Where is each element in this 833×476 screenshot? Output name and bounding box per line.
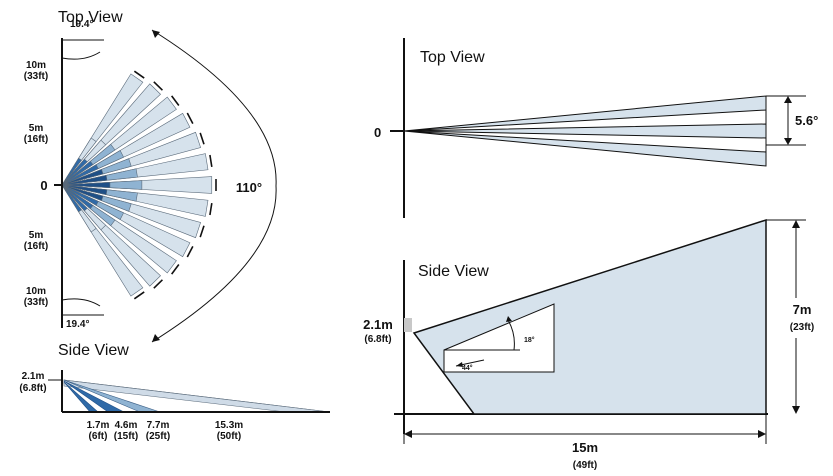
right-side-range-arrow-right (758, 430, 766, 438)
left-top-view-title: Top View (58, 9, 123, 26)
fan-beam-near (61, 184, 104, 201)
right-side-height-label-bg (778, 298, 826, 338)
right-side-height-arrow-down (792, 406, 800, 414)
fan-beam-end-tick (133, 70, 145, 79)
side-dist-1-imperial: (6ft) (89, 431, 108, 442)
coverage-angle-label-bg (232, 179, 266, 195)
edge-angle-top-label: 19.4° (70, 19, 93, 30)
edge-angle-bottom-label: 19.4° (66, 319, 89, 330)
right-side-view: Side View 18° 44° 2.1m (6.8ft) 7m (23ft)… (363, 218, 826, 471)
fan-beam-near (61, 164, 99, 186)
right-side-angle-b: 44° (462, 364, 473, 372)
right-side-range-metric: 15m (572, 440, 598, 455)
right-side-angle-inset (443, 303, 555, 373)
left-top-view: Top View 10m (33ft) 5m (16ft) 0 5m (16ft… (24, 9, 277, 343)
side-height-imperial: (6.8ft) (19, 383, 46, 394)
right-side-angle-a: 18° (524, 336, 535, 344)
right-side-range-arrow-left (404, 430, 412, 438)
coverage-angle-label: 110° (236, 180, 262, 195)
right-side-inset-arc-a (507, 319, 515, 351)
right-side-inset-arrow-b (456, 362, 463, 367)
fan-beam-end-tick (153, 81, 163, 91)
y-label-top-10m: 10m (26, 60, 46, 71)
y-label-bottom-33ft: (33ft) (24, 297, 48, 308)
fan-beams (61, 70, 217, 300)
side-dist-1-metric: 1.7m (87, 420, 110, 431)
fan-beam-end-tick (171, 264, 180, 275)
edge-angle-top-arc (61, 51, 101, 60)
fan-beam-near (61, 184, 99, 206)
y-label-bottom-16ft: (16ft) (24, 241, 48, 252)
fan-beam-near (61, 169, 104, 186)
coverage-arc-arrow-top (152, 30, 160, 38)
right-top-origin-label: 0 (374, 125, 381, 140)
y-label-bottom-5m: 5m (29, 230, 44, 241)
y-label-top-33ft: (33ft) (24, 71, 48, 82)
coverage-arc-arrow-bottom (152, 334, 160, 342)
y-label-bottom-10m: 10m (26, 286, 46, 297)
side-dist-3-metric: 7.7m (147, 420, 170, 431)
right-top-view: Top View 0 5.6° (374, 38, 830, 218)
fan-beam-end-tick (199, 225, 205, 238)
y-label-top-5m: 5m (29, 123, 44, 134)
left-side-view: Side View 2.1m (6.8ft) 1.7m (6ft) 4.6m (… (19, 342, 331, 442)
fan-beam-near (61, 174, 108, 186)
coverage-angle-arc (151, 29, 277, 343)
fan-beam-end-tick (199, 132, 205, 145)
right-side-range-imperial: (49ft) (573, 460, 597, 471)
fan-beam-near (61, 184, 88, 212)
fan-beam-near (61, 160, 94, 186)
right-side-coverage (412, 218, 767, 415)
right-side-view-title: Side View (418, 263, 489, 280)
y-label-origin: 0 (40, 178, 47, 193)
right-side-mount-metric: 2.1m (363, 317, 393, 332)
fan-beam-near (61, 184, 108, 196)
fan-beam-near (61, 157, 82, 186)
side-dist-2-imperial: (15ft) (114, 431, 138, 442)
right-top-angle-label-bg (792, 111, 830, 129)
right-side-height-metric: 7m (793, 302, 812, 317)
fan-beam-end-tick (171, 95, 180, 106)
fan-beam-end-tick (209, 202, 213, 216)
right-side-height-arrow-up (792, 220, 800, 228)
fan-beam-end-tick (153, 279, 163, 289)
right-side-height-imperial: (23ft) (790, 322, 814, 333)
side-dist-2-metric: 4.6m (115, 420, 138, 431)
fan-beam-near (61, 184, 82, 213)
right-side-mount-imperial: (6.8ft) (364, 334, 391, 345)
right-side-inset-arrow-a (506, 316, 512, 322)
right-top-angle-arrow-up (784, 96, 792, 103)
side-height-metric: 2.1m (22, 371, 45, 382)
right-top-angle-arrow-down (784, 138, 792, 145)
left-side-view-title: Side View (58, 342, 129, 359)
fan-beam-near (61, 184, 94, 210)
right-side-sensor (404, 318, 412, 332)
side-dist-3-imperial: (25ft) (146, 431, 170, 442)
edge-angle-bottom-arc (61, 298, 101, 307)
right-top-angle-label: 5.6° (795, 113, 818, 128)
fan-beam-end-tick (133, 291, 145, 300)
fan-beam-end-tick (209, 154, 213, 168)
fan-beam-end-tick (186, 112, 194, 125)
right-top-view-title: Top View (420, 49, 485, 66)
side-dist-4-imperial: (50ft) (217, 431, 241, 442)
fan-beam-near (61, 158, 88, 186)
side-dist-4-metric: 15.3m (215, 420, 243, 431)
y-label-top-16ft: (16ft) (24, 134, 48, 145)
fan-beam-near (61, 182, 111, 188)
fan-beam-end-tick (186, 245, 194, 258)
